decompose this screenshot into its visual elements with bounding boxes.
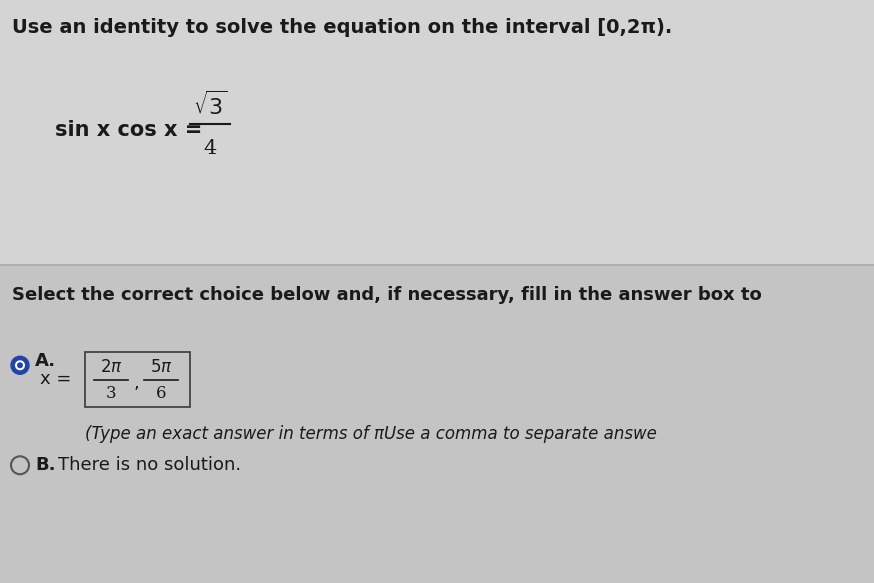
- Bar: [0, 265, 874, 583]
- Text: B.: B.: [35, 456, 56, 474]
- Circle shape: [15, 360, 25, 370]
- Text: (Type an exact answer in terms of πUse a comma to separate answe: (Type an exact answer in terms of πUse a…: [85, 425, 657, 443]
- Text: Select the correct choice below and, if necessary, fill in the answer box to: Select the correct choice below and, if …: [12, 286, 762, 304]
- Text: 4: 4: [204, 139, 217, 157]
- Circle shape: [11, 356, 29, 374]
- Text: x =: x =: [40, 370, 77, 388]
- Text: There is no solution.: There is no solution.: [58, 456, 241, 474]
- Text: $2\pi$: $2\pi$: [100, 359, 122, 376]
- Text: 6: 6: [156, 385, 166, 402]
- Circle shape: [17, 362, 23, 368]
- Text: 3: 3: [106, 385, 116, 402]
- Text: $\sqrt{3}$: $\sqrt{3}$: [193, 92, 227, 120]
- Bar: [0, 0, 874, 265]
- Text: sin x cos x =: sin x cos x =: [55, 120, 210, 140]
- Text: A.: A.: [35, 352, 56, 370]
- Text: $5\pi$: $5\pi$: [149, 359, 172, 376]
- Text: ,: ,: [133, 374, 139, 392]
- Text: Use an identity to solve the equation on the interval [0,2π).: Use an identity to solve the equation on…: [12, 18, 672, 37]
- Bar: [85, 352, 190, 408]
